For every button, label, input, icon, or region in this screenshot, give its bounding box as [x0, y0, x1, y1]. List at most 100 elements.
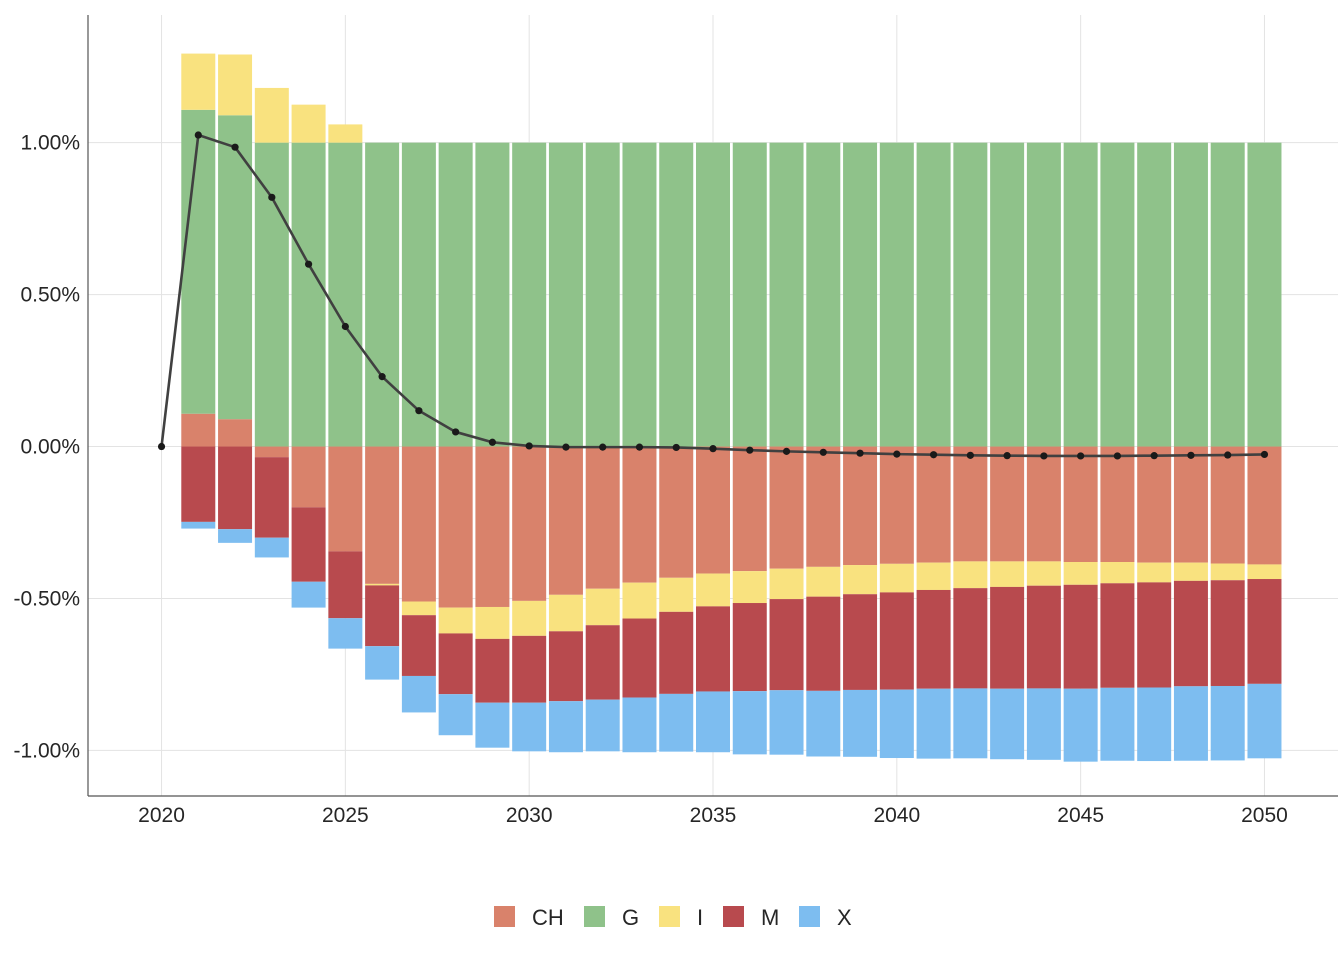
bar-segment-i — [806, 566, 841, 597]
bar-segment-x — [843, 689, 878, 757]
y-tick-label: 0.00% — [20, 436, 80, 459]
bar-segment-x — [254, 537, 289, 558]
bar-segment-x — [1137, 687, 1172, 762]
bar-segment-m — [659, 611, 694, 694]
bar-segment-ch — [1247, 446, 1282, 565]
bar-segment-i — [218, 54, 253, 116]
bar-segment-ch — [181, 413, 216, 447]
total-marker — [488, 438, 497, 446]
bar-segment-i — [328, 124, 363, 143]
bar-segment-g — [879, 142, 914, 447]
bar-segment-i — [254, 87, 289, 143]
bar-segment-i — [401, 601, 436, 616]
total-marker — [819, 448, 827, 456]
bar-segment-i — [365, 583, 400, 586]
bar-segment-m — [401, 615, 436, 676]
bar-segment-x — [218, 529, 253, 543]
bar-segment-x — [365, 646, 400, 680]
total-marker — [672, 443, 680, 452]
bar-segment-x — [1063, 688, 1098, 762]
total-marker — [1187, 451, 1195, 459]
legend-swatch-x — [799, 906, 820, 927]
bar-segment-x — [806, 690, 841, 757]
legend-label-i: I — [697, 905, 703, 930]
bar-segment-g — [990, 142, 1025, 447]
bar-segment-x — [659, 693, 694, 752]
total-marker — [194, 131, 202, 139]
bar-segment-m — [475, 638, 510, 703]
bar-segment-ch — [254, 446, 289, 458]
bar-segment-m — [218, 446, 253, 530]
bar-segment-g — [1137, 142, 1172, 447]
bar-segment-ch — [291, 446, 326, 508]
total-marker — [231, 143, 239, 151]
bar-segment-x — [438, 694, 473, 736]
bar-segment-m — [953, 588, 988, 689]
legend-swatch-i — [659, 906, 680, 927]
legend-swatch-m — [723, 906, 744, 927]
bar-segment-i — [990, 561, 1025, 587]
bar-segment-m — [548, 631, 583, 702]
bar-segment-ch — [1026, 446, 1061, 562]
bar-segment-i — [622, 582, 657, 619]
bar-segment-i — [769, 568, 804, 600]
total-marker — [1003, 452, 1011, 460]
legend-swatch-ch — [494, 906, 515, 927]
bar-segment-i — [659, 577, 694, 612]
bar-segment-ch — [1063, 446, 1098, 563]
bar-segment-m — [769, 599, 804, 691]
total-marker — [1113, 452, 1122, 460]
total-marker — [856, 449, 864, 457]
bar-segment-ch — [475, 446, 510, 607]
y-tick-label: -0.50% — [13, 587, 80, 610]
bar-segment-ch — [512, 446, 547, 601]
bar-segment-x — [291, 581, 326, 608]
bar-segment-ch — [732, 446, 767, 572]
bar-segment-x — [622, 697, 657, 753]
bar-segment-x — [879, 689, 914, 759]
bar-segment-ch — [1100, 446, 1135, 563]
bar-segment-i — [181, 53, 216, 110]
bar-segment-i — [585, 588, 620, 626]
total-marker — [966, 451, 974, 459]
total-marker — [746, 446, 754, 454]
bar-segment-x — [732, 691, 767, 755]
bar-segment-m — [1026, 585, 1061, 689]
total-marker — [929, 451, 938, 459]
bar-segment-m — [328, 551, 363, 619]
bar-segment-x — [1247, 683, 1282, 759]
total-marker — [1150, 452, 1158, 460]
bar-segment-g — [401, 142, 436, 447]
bar-segment-ch — [1210, 446, 1245, 564]
bar-segment-i — [512, 600, 547, 636]
y-tick-label: 1.00% — [20, 132, 80, 155]
y-tick-label: 0.50% — [20, 284, 80, 307]
bar-segment-g — [1210, 142, 1245, 447]
bar-segment-g — [806, 142, 841, 447]
total-marker — [709, 445, 717, 453]
bar-segment-m — [990, 586, 1025, 689]
x-tick-label: 2040 — [873, 804, 920, 827]
x-tick-label: 2020 — [138, 804, 185, 827]
bar-segment-i — [1100, 562, 1135, 584]
legend-label-m: M — [761, 905, 779, 930]
bar-segment-x — [401, 675, 436, 713]
bar-segment-x — [328, 618, 363, 649]
bar-segment-g — [1063, 142, 1098, 447]
bar-segment-i — [1173, 562, 1208, 581]
bar-segment-ch — [438, 446, 473, 608]
total-marker — [562, 443, 570, 451]
bar-segment-g — [254, 142, 289, 447]
total-marker — [1040, 452, 1048, 460]
bar-segment-m — [365, 585, 400, 647]
bar-segment-m — [879, 592, 914, 690]
bar-segment-i — [1247, 564, 1282, 580]
total-marker — [157, 442, 166, 451]
legend-label-x: X — [837, 905, 852, 930]
legend-swatch-g — [584, 906, 605, 927]
bar-segment-m — [254, 457, 289, 538]
bar-segment-x — [769, 690, 804, 755]
x-tick-label: 2025 — [322, 804, 369, 827]
